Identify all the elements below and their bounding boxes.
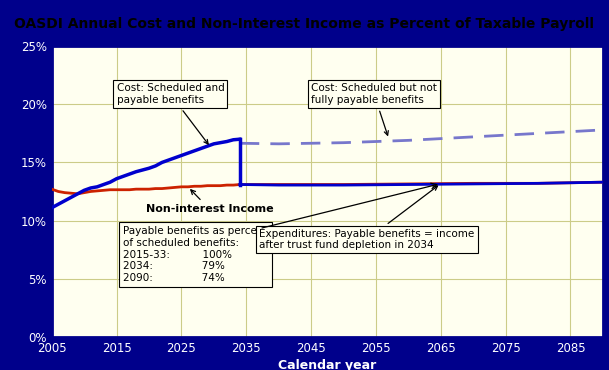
Text: Cost: Scheduled but not
fully payable benefits: Cost: Scheduled but not fully payable be… — [311, 83, 437, 135]
Text: Non-interest Income: Non-interest Income — [146, 190, 273, 214]
Text: Expenditures: Payable benefits = income
after trust fund depletion in 2034: Expenditures: Payable benefits = income … — [259, 186, 474, 250]
X-axis label: Calendar year: Calendar year — [278, 359, 376, 370]
Text: Payable benefits as percent
of scheduled benefits:
2015-33:          100%
2034: : Payable benefits as percent of scheduled… — [123, 226, 268, 283]
Text: Cost: Scheduled and
payable benefits: Cost: Scheduled and payable benefits — [116, 83, 224, 144]
Text: OASDI Annual Cost and Non-Interest Income as Percent of Taxable Payroll: OASDI Annual Cost and Non-Interest Incom… — [15, 17, 594, 31]
